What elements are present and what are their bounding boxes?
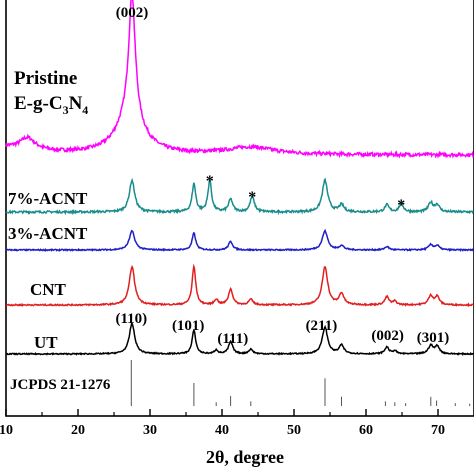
x-tick-label-4: 50 (287, 423, 301, 438)
series-line-0 (5, 0, 474, 159)
annotation-9: * (397, 197, 405, 214)
series-label-1: 7%-ACNT (8, 189, 88, 208)
series-label-2: 3%-ACNT (8, 224, 88, 243)
x-tick-label-3: 40 (215, 423, 229, 438)
x-tick-label-0: 10 (0, 423, 13, 438)
annotation-2: (101) (172, 318, 205, 334)
series-line-4 (5, 322, 474, 357)
x-tick-label-6: 70 (431, 423, 445, 438)
x-axis: 10 20 30 40 50 60 70 (0, 409, 445, 438)
plot-frame (5, 0, 474, 417)
series-layer (5, 0, 474, 357)
series-label-4: UT (34, 333, 58, 352)
annotation-1: (110) (115, 311, 147, 327)
annotation-8: * (248, 189, 256, 206)
series-label-0-line1: Pristine (14, 68, 77, 89)
annotation-0: (002) (116, 5, 149, 21)
series-labels: Pristine E-g-C3N4 7%-ACNT 3%-ACNT CNT UT (8, 68, 88, 352)
series-label-0-line2: E-g-C3N4 (14, 93, 88, 117)
reference-layer: JCPDS 21-1276 (10, 360, 471, 406)
x-axis-title: 2θ, degree (206, 447, 284, 467)
annotation-7: * (206, 173, 214, 190)
annotation-4: (211) (306, 318, 338, 334)
annotation-layer: (002) (110) (101) (111) (211) (002) (301) * * * (115, 5, 449, 347)
series-line-3 (5, 263, 474, 308)
x-tick-label-5: 60 (359, 423, 373, 438)
reference-label: JCPDS 21-1276 (10, 377, 111, 393)
x-tick-label-1: 20 (71, 423, 85, 438)
annotation-3: (111) (217, 331, 248, 347)
annotation-5: (002) (371, 328, 404, 344)
series-label-3: CNT (30, 280, 67, 299)
x-tick-label-2: 30 (143, 423, 157, 438)
series-line-1 (5, 177, 474, 216)
series-line-2 (5, 228, 474, 253)
annotation-6: (301) (417, 330, 450, 346)
